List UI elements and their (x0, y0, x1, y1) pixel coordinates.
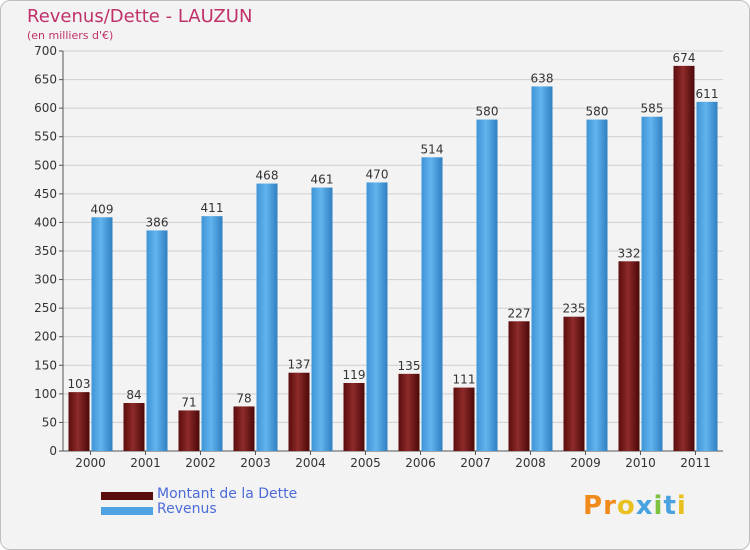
data-label-revenue-2008: 638 (531, 71, 554, 85)
y-tick-label: 300 (34, 273, 57, 287)
bar-revenue-2009 (586, 119, 608, 452)
x-tick-label-2008: 2008 (515, 456, 546, 470)
data-label-debt-2010: 332 (618, 246, 641, 260)
logo-letter: r (603, 491, 617, 521)
y-tick-label: 450 (34, 187, 57, 201)
axes: 0 50 100 150 200 250 300 350 400 450 500 550 600 650 7… (34, 44, 723, 470)
bar-revenue-2010 (641, 116, 663, 451)
bar-debt-2009 (563, 316, 585, 451)
bar-revenue-2004 (311, 187, 333, 452)
x-tick-label-2003: 2003 (240, 456, 271, 470)
data-label-revenue-2004: 461 (311, 173, 334, 187)
bar-revenue-2011 (696, 101, 718, 451)
y-tick-label: 250 (34, 301, 57, 315)
x-tick-label-2010: 2010 (625, 456, 656, 470)
x-tick-label-2009: 2009 (570, 456, 601, 470)
bar-debt-2006 (398, 373, 420, 451)
logo-letter: t (663, 491, 677, 521)
y-tick-label: 200 (34, 330, 57, 344)
y-tick-label: 0 (49, 444, 57, 458)
y-tick-label: 550 (34, 130, 57, 144)
bar-debt-2005 (343, 383, 365, 451)
data-label-debt-2005: 119 (343, 368, 366, 382)
x-tick-label-2007: 2007 (460, 456, 491, 470)
data-label-debt-2001: 84 (126, 388, 141, 402)
bar-debt-2000 (68, 392, 90, 451)
logo-letter: P (583, 491, 604, 521)
y-tick-label: 500 (34, 158, 57, 172)
bars (68, 65, 718, 452)
bar-revenue-2006 (421, 157, 443, 452)
x-tick-label-2006: 2006 (405, 456, 436, 470)
data-label-revenue-2007: 580 (476, 105, 499, 119)
bar-debt-2002 (178, 410, 200, 451)
grid-lines (63, 50, 723, 452)
data-label-revenue-2000: 409 (91, 202, 114, 216)
bar-revenue-2001 (146, 230, 168, 451)
logo-letter: i (653, 491, 664, 521)
data-label-debt-2002: 71 (181, 395, 196, 409)
legend-label-debt: Montant de la Dette (157, 486, 298, 502)
chart-title: Revenus/Dette - LAUZUN (27, 6, 253, 27)
data-label-debt-2000: 103 (68, 377, 91, 391)
legend-swatch-debt (101, 492, 153, 500)
data-label-debt-2009: 235 (563, 302, 586, 316)
y-tick-label: 150 (34, 358, 57, 372)
bar-revenue-2000 (91, 217, 113, 451)
bar-revenue-2005 (366, 182, 388, 451)
data-label-debt-2011: 674 (673, 51, 696, 65)
data-label-revenue-2005: 470 (366, 167, 389, 181)
x-tick-label-2000: 2000 (75, 456, 106, 470)
data-label-revenue-2006: 514 (421, 142, 444, 156)
x-tick-label-2005: 2005 (350, 456, 381, 470)
legend-swatch-revenue (101, 507, 153, 515)
data-label-revenue-2011: 611 (696, 87, 719, 101)
bar-debt-2008 (508, 321, 530, 451)
y-tick-label: 600 (34, 101, 57, 115)
bar-debt-2004 (288, 372, 310, 451)
y-tick-label: 400 (34, 215, 57, 229)
bar-debt-2011 (673, 65, 695, 451)
data-label-revenue-2003: 468 (256, 169, 279, 183)
bar-debt-2007 (453, 387, 475, 451)
data-label-debt-2003: 78 (236, 391, 251, 405)
data-labels: 103 409 84 386 71 411 78 468 137 461 119 470 135 514 1… (68, 51, 719, 410)
chart-subtitle: (en milliers d'€) (27, 29, 114, 42)
proxiti-logo: Proxiti (583, 491, 687, 521)
bar-revenue-2007 (476, 119, 498, 452)
logo-letter: i (676, 491, 687, 521)
y-tick-label: 350 (34, 244, 57, 258)
bar-debt-2010 (618, 261, 640, 451)
y-tick-label: 700 (34, 44, 57, 58)
logo-letter: x (635, 491, 654, 521)
legend-label-revenue: Revenus (157, 501, 217, 517)
y-tick-label: 650 (34, 73, 57, 87)
data-label-revenue-2002: 411 (201, 201, 224, 215)
bar-debt-2003 (233, 406, 255, 451)
x-tick-label-2011: 2011 (680, 456, 711, 470)
bar-revenue-2002 (201, 216, 223, 451)
data-label-debt-2007: 111 (453, 373, 476, 387)
x-tick-label-2004: 2004 (295, 456, 326, 470)
data-label-debt-2004: 137 (288, 358, 311, 372)
data-label-revenue-2001: 386 (146, 215, 169, 229)
bar-revenue-2008 (531, 86, 553, 451)
bar-revenue-2003 (256, 183, 278, 452)
logo-letter: o (616, 491, 636, 521)
data-label-debt-2006: 135 (398, 359, 421, 373)
x-tick-label-2001: 2001 (130, 456, 161, 470)
data-label-revenue-2010: 585 (641, 102, 664, 116)
bar-debt-2001 (123, 403, 145, 451)
y-tick-label: 100 (34, 387, 57, 401)
data-label-revenue-2009: 580 (586, 105, 609, 119)
data-label-debt-2008: 227 (508, 306, 531, 320)
x-tick-label-2002: 2002 (185, 456, 216, 470)
y-tick-label: 50 (42, 415, 57, 429)
